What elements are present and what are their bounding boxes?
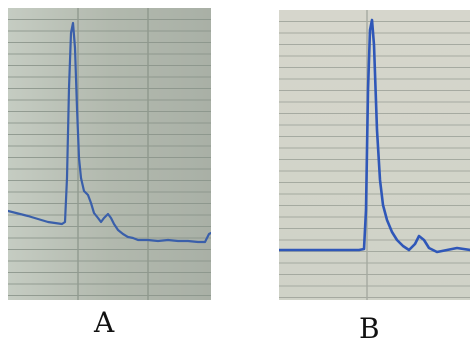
recording-a-svg [8,8,211,300]
recording-photo-a [8,8,211,300]
waveform-trace-b [279,18,470,254]
paper-background [8,8,211,300]
panel-label-a: A [94,306,115,339]
recording-photo-b [279,10,470,300]
waveform-trace-a [8,21,211,244]
panel-label-b: B [359,312,380,345]
recording-b-svg [279,10,470,300]
